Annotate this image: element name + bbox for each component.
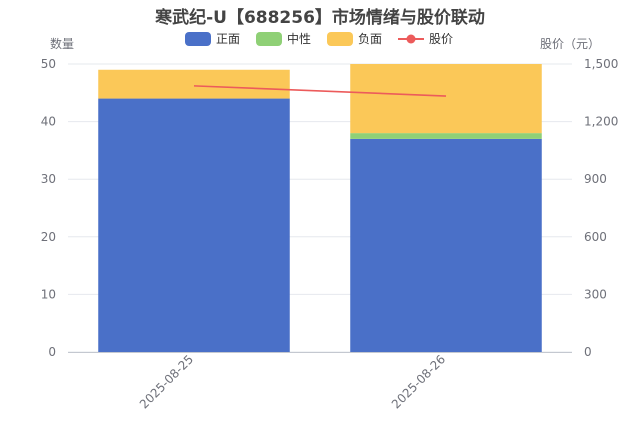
legend: 正面 中性 负面 股价 <box>185 31 453 46</box>
price-line <box>193 85 447 97</box>
legend-label: 正面 <box>216 32 240 46</box>
y-tick-label-left: 40 <box>41 115 56 129</box>
legend-swatch <box>327 32 353 46</box>
x-tick-label: 2025-08-25 <box>137 352 196 411</box>
y-tick-label-left: 0 <box>48 345 56 359</box>
chart-title: 寒武纪-U【688256】市场情绪与股价联动 <box>155 7 485 28</box>
price-line-layer <box>193 85 447 97</box>
legend-swatch <box>406 34 416 44</box>
bar-segment <box>350 138 542 352</box>
y-tick-label-right: 900 <box>584 172 607 186</box>
y-tick-label-left: 50 <box>41 57 56 71</box>
legend-label: 中性 <box>287 31 311 46</box>
y-tick-label-right: 300 <box>584 287 607 301</box>
legend-label: 股价 <box>429 32 453 46</box>
y-tick-label-right: 1,200 <box>584 115 618 129</box>
y-tick-label-left: 30 <box>41 172 56 186</box>
legend-label: 负面 <box>358 32 382 46</box>
bar-segment <box>350 64 542 134</box>
bar-segment <box>98 69 290 99</box>
y-axis-left-label: 数量 <box>50 36 74 51</box>
bar-segment <box>350 133 542 139</box>
y-tick-label-left: 20 <box>41 230 56 244</box>
y-tick-label-right: 600 <box>584 230 607 244</box>
legend-swatch <box>256 32 282 46</box>
bars <box>98 64 542 352</box>
y-tick-label-right: 0 <box>584 345 592 359</box>
y-axis-right-label: 股价（元） <box>540 37 600 51</box>
bar-segment <box>98 98 290 352</box>
x-tick-label: 2025-08-26 <box>389 352 448 411</box>
y-tick-label-right: 1,500 <box>584 57 618 71</box>
y-tick-label-left: 10 <box>41 287 56 301</box>
legend-swatch <box>185 32 211 46</box>
